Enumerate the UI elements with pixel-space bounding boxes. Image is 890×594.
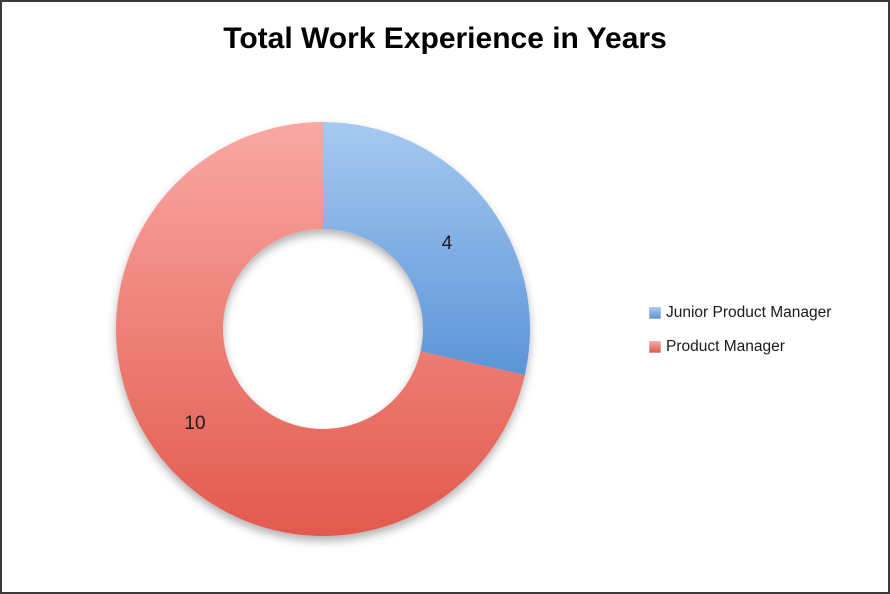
data-label-manager-value: 10 (184, 413, 205, 434)
donut-segment-junior-product-manager[interactable] (323, 122, 530, 376)
donut-ring (115, 122, 530, 536)
legend: Junior Product Manager Product Manager (649, 303, 831, 356)
legend-swatch-junior-icon (649, 306, 661, 319)
legend-item-junior-product-manager[interactable]: Junior Product Manager (649, 303, 831, 322)
legend-label-junior-product-manager: Junior Product Manager (666, 304, 832, 321)
legend-label-product-manager: Product Manager (666, 338, 785, 355)
data-label-junior-value: 4 (442, 233, 453, 254)
chart-title: Total Work Experience in Years (223, 22, 667, 55)
donut-segment-product-manager[interactable] (115, 122, 525, 536)
legend-swatch-manager-icon (649, 340, 661, 353)
legend-item-product-manager[interactable]: Product Manager (649, 337, 831, 356)
